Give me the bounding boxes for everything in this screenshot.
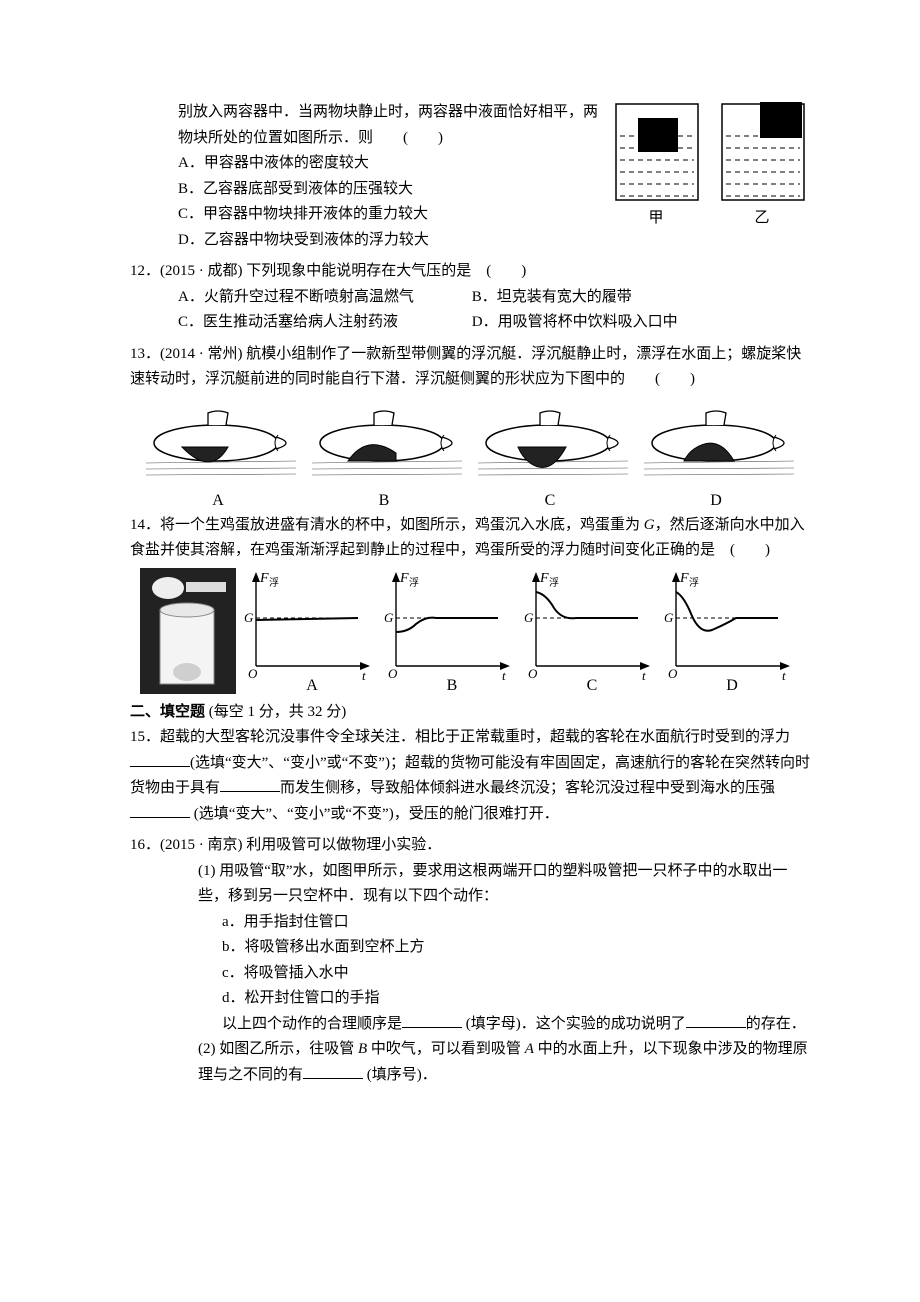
q16-s2a: (2) 如图乙所示，往吸管 xyxy=(198,1041,354,1057)
q16-s1c: 的存在． xyxy=(746,1016,806,1032)
q12-choice-D: D．用吸管将杯中饮料吸入口中 xyxy=(472,310,678,336)
q12-choice-C: C．医生推动活塞给病人注射药液 xyxy=(178,310,468,336)
question-16: 16．(2015 · 南京) 利用吸管可以做物理小实验． (1) 用吸管“取”水… xyxy=(130,833,810,1088)
q14-stem: 将一个生鸡蛋放进盛有清水的杯中，如图所示，鸡蛋沉入水底，鸡蛋重为 G，然后逐渐向… xyxy=(130,517,805,559)
q15-p1a: 超载的大型客轮沉没事件令全球关注．相比于正常载重时，超载的客轮在水面航行时受到的… xyxy=(160,729,790,745)
question-13: 13．(2014 · 常州) 航模小组制作了一款新型带侧翼的浮沉艇．浮沉艇静止时… xyxy=(130,342,810,507)
q16-sub1-tail: 以上四个动作的合理顺序是 (填字母)．这个实验的成功说明了 的存在． xyxy=(130,1012,810,1038)
svg-text:B: B xyxy=(446,677,457,694)
q15-blank-3[interactable] xyxy=(130,802,190,818)
q16-s2b: 中吹气，可以看到吸管 xyxy=(371,1041,521,1057)
q15-p1d: (选填“变大”、“变小”或“不变”)，受压的舱门很难打开． xyxy=(190,806,559,822)
svg-text:D: D xyxy=(710,492,722,507)
section-2-header: 二、填空题 (每空 1 分，共 32 分) xyxy=(130,700,810,726)
svg-text:D: D xyxy=(726,677,738,694)
sec2-note: (每空 1 分，共 32 分) xyxy=(209,704,347,720)
q16-blank-3[interactable] xyxy=(303,1063,363,1079)
q15-num: 15． xyxy=(130,729,160,745)
q12-choice-B: B．坦克装有宽大的履带 xyxy=(472,285,632,311)
q16-s1a: 以上四个动作的合理顺序是 xyxy=(222,1016,402,1032)
svg-text:B: B xyxy=(379,492,390,507)
q16-b: b．将吸管移出水面到空杯上方 xyxy=(130,935,810,961)
q13-num: 13． xyxy=(130,346,160,362)
question-11-tail: 甲 乙 别放入两容器中．当两物块静止时，两容器中液面恰好相平，两物块所处的位置如… xyxy=(130,100,810,253)
q13-src: (2014 · 常州) xyxy=(160,346,246,362)
question-14: 14．将一个生鸡蛋放进盛有清水的杯中，如图所示，鸡蛋沉入水底，鸡蛋重为 G，然后… xyxy=(130,513,810,694)
fig-label-yi: 乙 xyxy=(754,210,769,226)
svg-text:C: C xyxy=(586,677,597,694)
question-15: 15．超载的大型客轮沉没事件令全球关注．相比于正常载重时，超载的客轮在水面航行时… xyxy=(130,725,810,827)
q12-src: (2015 · 成都) xyxy=(160,263,246,279)
q16-pipe-A: A xyxy=(525,1041,534,1057)
fig-label-jia: 甲 xyxy=(648,210,663,226)
q12-stem: 下列现象中能说明存在大气压的是 ( ) xyxy=(246,263,526,279)
q14-num: 14． xyxy=(130,517,160,533)
q16-sub2: (2) 如图乙所示，往吸管 B 中吹气，可以看到吸管 A 中的水面上升，以下现象… xyxy=(130,1037,810,1088)
question-12: 12．(2015 · 成都) 下列现象中能说明存在大气压的是 ( ) A．火箭升… xyxy=(130,259,810,336)
figure-containers: 甲 乙 xyxy=(610,100,810,240)
egg-cup-svg xyxy=(140,568,236,694)
svg-text:A: A xyxy=(306,677,318,694)
q12-num: 12． xyxy=(130,263,160,279)
containers-svg: 甲 乙 xyxy=(610,100,810,230)
q16-stem: 利用吸管可以做物理小实验． xyxy=(246,837,441,853)
q13-figure-row: A B C D xyxy=(130,397,810,507)
q12-choice-A: A．火箭升空过程不断喷射高温燃气 xyxy=(178,285,468,311)
q16-sub1-lead: (1) 用吸管“取”水，如图甲所示，要求用这根两端开口的塑料吸管把一只杯子中的水… xyxy=(130,859,810,910)
q16-src: (2015 · 南京) xyxy=(160,837,246,853)
q16-d: d．松开封住管口的手指 xyxy=(130,986,810,1012)
q16-blank-1[interactable] xyxy=(402,1012,462,1028)
q16-s1b: (填字母)．这个实验的成功说明了 xyxy=(462,1016,686,1032)
svg-text:A: A xyxy=(212,492,224,507)
q16-blank-2[interactable] xyxy=(686,1012,746,1028)
q16-pipe-B: B xyxy=(358,1041,367,1057)
sec2-title: 二、填空题 xyxy=(130,704,205,720)
submarines-svg: A B C D xyxy=(140,397,800,507)
q16-num: 16． xyxy=(130,837,160,853)
ft-graphs-svg: G F 浮 O t A B xyxy=(240,568,800,694)
q16-a: a．用手指封住管口 xyxy=(130,910,810,936)
svg-text:C: C xyxy=(545,492,556,507)
q16-c: c．将吸管插入水中 xyxy=(130,961,810,987)
q15-blank-2[interactable] xyxy=(220,776,280,792)
q15-blank-1[interactable] xyxy=(130,751,190,767)
q15-p1c: 而发生侧移，导致船体倾斜进水最终沉没；客轮沉没过程中受到海水的压强 xyxy=(280,780,775,796)
q16-s2d: (填序号)． xyxy=(363,1067,437,1083)
q14-figure-row: G F 浮 O t A B xyxy=(130,568,810,694)
